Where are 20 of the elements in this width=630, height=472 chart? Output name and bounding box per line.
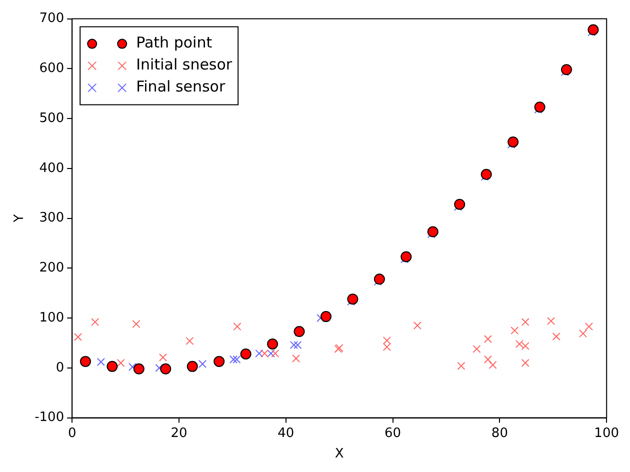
- y-tick-label: 400: [39, 160, 64, 176]
- x-tick-label: 0: [68, 426, 76, 441]
- x-tick-label: 40: [278, 426, 294, 441]
- x-tick-label: 80: [491, 426, 508, 441]
- legend-label: Path point: [136, 34, 212, 52]
- y-tick-label: 100: [39, 310, 64, 326]
- x-tick-label: 100: [594, 426, 620, 441]
- y-tick-label: 700: [39, 11, 64, 26]
- y-tick-label: 500: [39, 110, 64, 126]
- y-tick-label: 200: [39, 260, 64, 276]
- legend-label: Final sensor: [136, 78, 226, 96]
- x-axis-title: X: [334, 446, 344, 462]
- y-tick-label: -100: [34, 410, 64, 426]
- y-tick-label: 0: [56, 360, 64, 376]
- y-axis-title: Y: [12, 214, 28, 224]
- y-tick-label: 300: [39, 210, 64, 226]
- y-tick-label: 600: [39, 61, 64, 76]
- x-tick-label: 20: [170, 426, 188, 441]
- x-tick-label: 60: [384, 426, 402, 441]
- legend-label: Initial snesor: [136, 56, 233, 74]
